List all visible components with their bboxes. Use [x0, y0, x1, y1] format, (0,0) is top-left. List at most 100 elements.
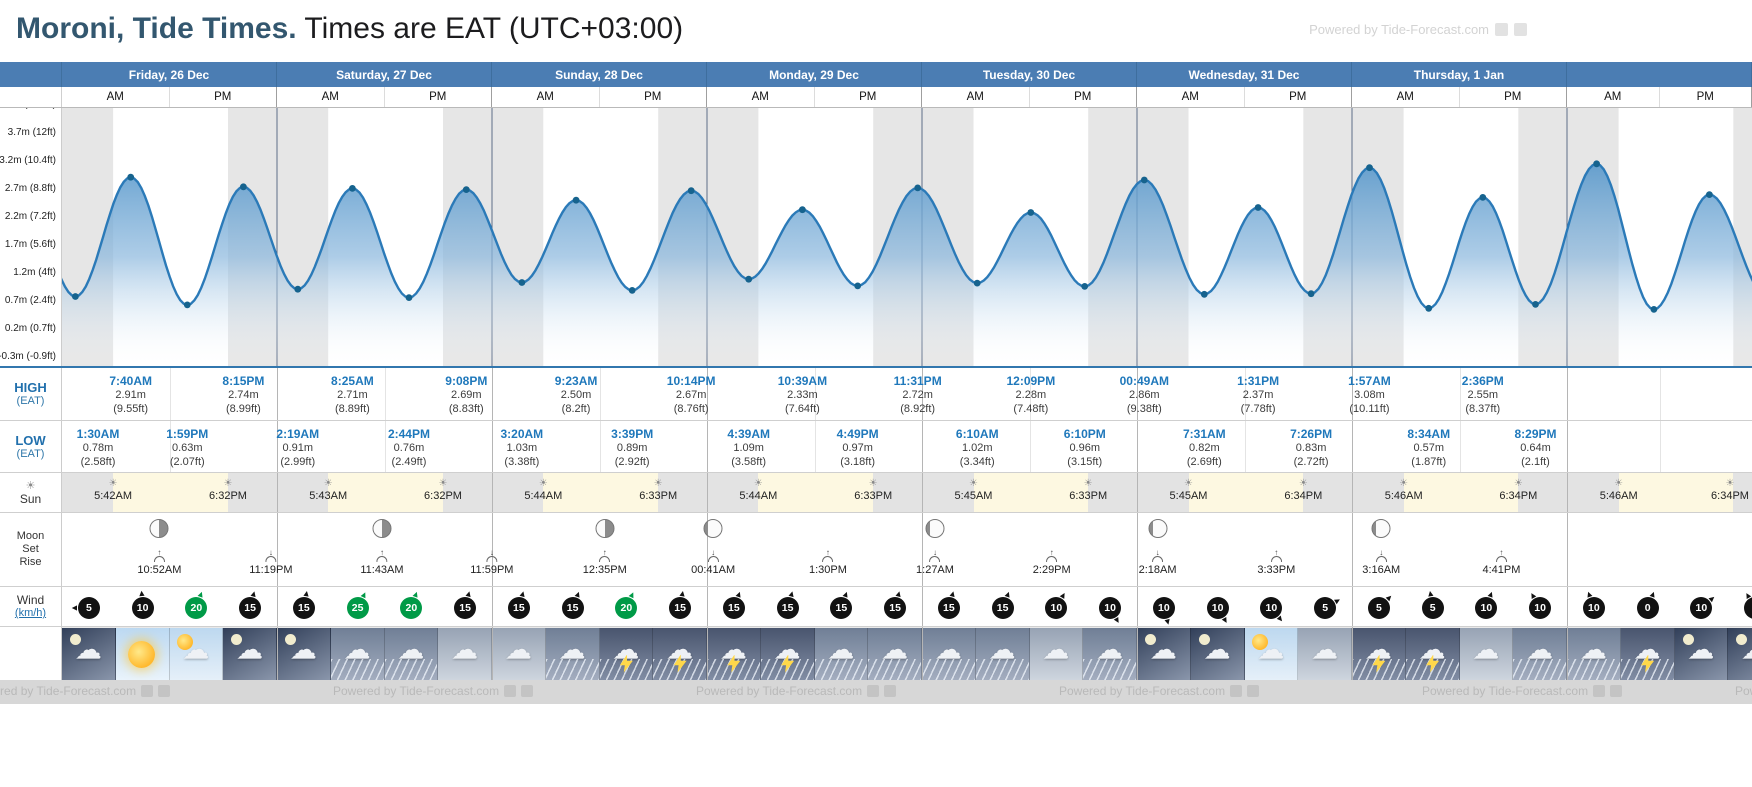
sun-set-time: 6:32PM: [424, 490, 462, 502]
moon-set-entry: ↓ 11:59PM: [470, 549, 513, 577]
moon-glyph: [231, 634, 243, 645]
halfday-separator: [1029, 421, 1031, 472]
social-icon[interactable]: [1610, 685, 1623, 697]
wind-badge: ▲ 10: [1099, 597, 1124, 626]
high-tide-time: 8:25AM: [331, 374, 374, 388]
powered-by-footer: Powered by Tide-Forecast.com: [0, 684, 171, 698]
high-tide-time: 12:09PM: [1006, 374, 1056, 388]
social-icon[interactable]: [1495, 23, 1508, 36]
am-column-header: AM: [277, 87, 385, 107]
weather-icon-storm: ☁: [760, 628, 815, 680]
day-separator: [707, 513, 708, 586]
night-shading-band: [1733, 473, 1752, 512]
sunset-icon: ☀: [1725, 478, 1735, 489]
sun-rise-time: 5:45AM: [954, 490, 993, 502]
sun-row: ☀ Sun ☀ 5:42AM ☀ 6:32PM ☀ 5:43AM ☀ 6:32PM ☀ 5:44A…: [0, 472, 1752, 512]
social-icon[interactable]: [158, 685, 171, 697]
day-separator: [1137, 627, 1138, 680]
social-icon[interactable]: [1593, 685, 1606, 697]
moon-set-arrow-icon: ↓: [1155, 548, 1160, 557]
tide-height-m: 0.91m: [282, 442, 314, 454]
wind-unit-link[interactable]: (km/h): [14, 607, 47, 619]
wind-speed-value: 5: [77, 597, 100, 619]
sun-set-time: 6:34PM: [1284, 490, 1323, 502]
moon-phase-icon: [703, 519, 723, 538]
high-tide-entry: 12:09PM 2.28m (7.48ft): [1006, 374, 1055, 417]
pm-column-header: PM: [1660, 87, 1752, 107]
social-icon[interactable]: [867, 685, 880, 697]
social-icon[interactable]: [1230, 685, 1243, 697]
rain-glyph: [922, 658, 975, 680]
moon-set-time: 2:18AM: [1138, 564, 1177, 576]
row-label-weather: [0, 627, 62, 680]
day-separator: [1352, 587, 1353, 626]
wind-speed-value: 5: [1421, 597, 1444, 619]
wind-speed-value: 10: [1529, 597, 1552, 619]
wind-badge: ▲ 15: [561, 588, 584, 619]
moon-set-arrow-icon: ↓: [932, 548, 937, 557]
sun-rise-time: 5:43AM: [309, 490, 348, 502]
social-icon[interactable]: [141, 685, 154, 697]
low-tide-time: 6:10AM: [955, 427, 999, 441]
cloud-glyph: ☁: [1472, 634, 1500, 665]
moon-rise-arrow-icon: ↑: [602, 548, 607, 557]
moon-glyph: [1198, 634, 1210, 645]
wind-speed-value: 0: [1744, 597, 1752, 619]
sun-set-entry: ☀ 6:32PM: [424, 478, 462, 503]
weather-row: ☁☁☁☁☁☁☁☁☁☁☁☁☁☁☁☁☁☁☁☁☁☁☁☁☁☁☁☁☁☁☁: [0, 626, 1752, 680]
social-icon[interactable]: [884, 685, 897, 697]
high-tide-entry: 1:57AM 3.08m (10.11ft): [1348, 374, 1391, 417]
wind-badge: ▲ 5: [1367, 591, 1396, 619]
high-tide-entry: 8:15PM 2.74m (8.99ft): [222, 374, 264, 417]
cloud-glyph: ☁: [289, 634, 317, 665]
moon-set-time: 1:27AM: [916, 564, 954, 576]
day-separator: [1567, 627, 1568, 680]
day-separator: [1352, 368, 1353, 420]
high-tide-row: HIGH (EAT) 7:40AM 2.91m (9.55ft) 8:15PM 2.74…: [0, 366, 1752, 420]
tide-height-ft: (10.11ft): [1349, 402, 1390, 415]
tide-height-ft: (9.38ft): [1126, 402, 1162, 415]
social-icon[interactable]: [1514, 23, 1527, 36]
wind-speed-value: 15: [991, 597, 1014, 619]
wind-speed-value: 10: [1475, 597, 1498, 619]
low-tide-time: 1:30AM: [76, 427, 120, 441]
sunset-icon: ☀: [868, 478, 878, 489]
high-tide-marker: [687, 187, 695, 195]
halfday-separator: [814, 368, 816, 420]
sun-rise-time: 5:42AM: [94, 490, 133, 502]
social-icon[interactable]: [521, 685, 534, 697]
wind-speed-value: 15: [454, 597, 477, 619]
wind-speed-value: 10: [1690, 597, 1713, 619]
sunset-icon: ☀: [1298, 478, 1308, 489]
day-separator: [277, 421, 278, 472]
day-separator: [1137, 368, 1138, 420]
am-column-header: AM: [1567, 87, 1660, 107]
wind-speed-value: 20: [615, 597, 638, 619]
moon-set-label: Set: [22, 543, 39, 555]
wind-badge: ▲ 15: [722, 588, 745, 619]
high-timezone-label: (EAT): [16, 395, 45, 407]
wind-badge: ▲ 15: [454, 588, 477, 619]
moon-set-arrow-icon: ↓: [1379, 548, 1384, 557]
moon-set-arrow-icon: ↓: [268, 548, 273, 557]
day-header-cell: Sunday, 28 Dec: [492, 62, 707, 87]
sun-icon: ☀: [25, 479, 36, 492]
weather-icon-storm: ☁: [1405, 628, 1460, 680]
am-column-header: AM: [1352, 87, 1460, 107]
wind-speed-value: 10: [1206, 597, 1229, 619]
sun-set-time: 6:34PM: [1711, 490, 1749, 502]
weather-icon-night-cloud: ☁: [1137, 628, 1191, 680]
sun-rise-time: 5:45AM: [1169, 490, 1208, 502]
weather-icon-rain: ☁: [1083, 628, 1137, 680]
day-separator: [492, 513, 493, 586]
row-label-moon: Moon Set Rise: [0, 513, 62, 586]
social-icon[interactable]: [504, 685, 517, 697]
wind-speed-value: 0: [1636, 597, 1659, 619]
social-icon[interactable]: [1247, 685, 1260, 697]
sun-rise-entry: ☀ 5:43AM: [309, 478, 347, 503]
tide-height-m: 2.71m: [337, 389, 368, 401]
high-tide-entry: 11:31PM 2.72m (8.92ft): [894, 374, 942, 417]
powered-by-footer: Powered by Tide-Forecast.com: [696, 684, 897, 698]
low-tide-time: 1:59PM: [166, 427, 209, 441]
sun-glyph: [128, 640, 156, 668]
